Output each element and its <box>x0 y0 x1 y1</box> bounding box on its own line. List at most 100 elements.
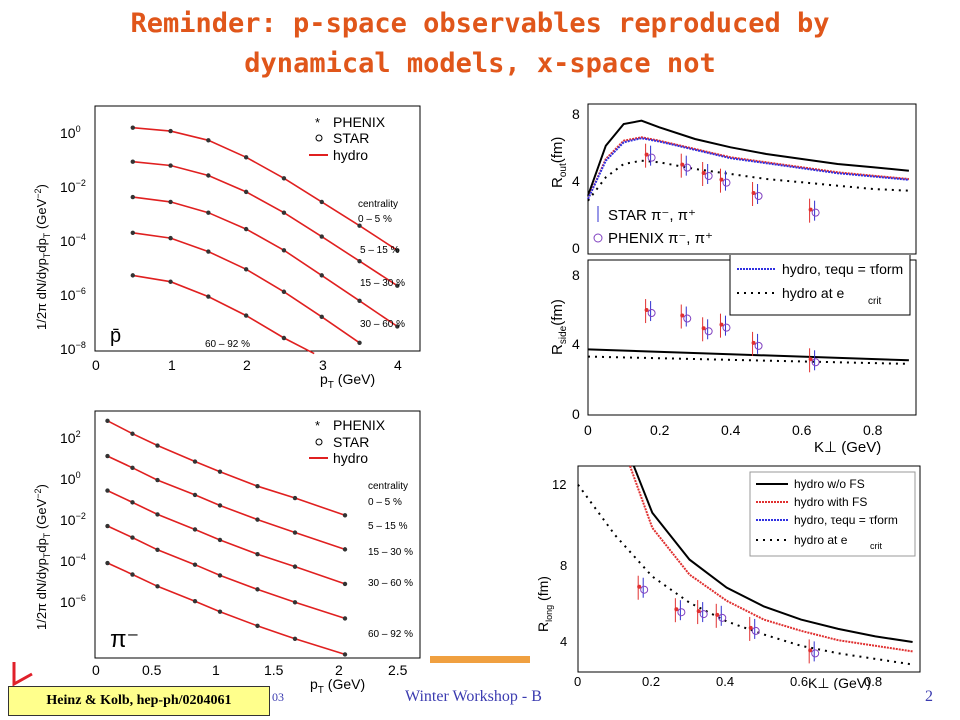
data-point <box>281 176 287 181</box>
data-point <box>292 530 298 535</box>
data-point <box>342 513 348 518</box>
y-tick-label: 10−4 <box>60 552 86 569</box>
legend-label-wofs: hydro w/o FS <box>794 477 865 491</box>
rside-marks <box>587 299 909 373</box>
data-point <box>357 298 362 303</box>
data-point <box>217 503 223 508</box>
data-point <box>719 322 724 327</box>
data-point <box>751 191 756 195</box>
data-point <box>342 616 348 621</box>
data-point <box>130 194 135 200</box>
decorative-bar <box>430 656 530 663</box>
data-legend-box <box>592 200 732 252</box>
legend-label-tauequ: hydro, τequ = τform <box>782 261 903 277</box>
data-point <box>217 573 223 578</box>
data-point <box>292 564 298 569</box>
hydro-curve-1 <box>132 160 398 287</box>
data-point <box>342 581 348 587</box>
data-point <box>255 484 260 489</box>
model-curve-2 <box>577 484 913 666</box>
data-point <box>168 235 173 241</box>
data-point <box>647 309 656 318</box>
y-axis-label: Rlong (fm) <box>535 576 554 632</box>
x-tick-label: 0.5 <box>142 662 162 678</box>
data-point <box>105 418 110 424</box>
footer-left: 03 <box>272 690 284 704</box>
data-point <box>281 335 287 341</box>
y-tick-label: 10−2 <box>60 511 86 528</box>
data-point <box>683 314 692 323</box>
data-point <box>715 612 720 617</box>
data-point <box>292 495 298 501</box>
data-point <box>130 465 135 471</box>
model-curve-1 <box>587 355 909 365</box>
x-axis-label: K⊥ (GeV) <box>814 439 881 456</box>
data-point <box>701 326 706 331</box>
legend-phenix-marker: * <box>315 418 320 433</box>
particle-label: p̄ <box>110 325 121 347</box>
footer-center: Winter Workshop - B <box>405 688 542 705</box>
data-point <box>722 178 731 187</box>
data-point <box>319 199 324 205</box>
data-point <box>719 177 724 182</box>
logo-icon <box>12 662 33 686</box>
centrality-label-3: 30 – 60 % <box>360 319 405 330</box>
data-point <box>808 648 813 653</box>
data-point <box>811 358 820 367</box>
data-point <box>243 313 249 318</box>
rlong-legend-box <box>749 471 916 557</box>
legend-star: STAR <box>333 434 369 450</box>
rlong-marks <box>577 465 913 666</box>
data-point <box>395 248 400 253</box>
data-point <box>357 258 362 264</box>
data-point <box>748 625 753 630</box>
data-point <box>130 500 135 505</box>
data-point <box>674 607 679 612</box>
x-tick-label: 2 <box>243 357 251 373</box>
legend-hydro: hydro <box>333 147 368 163</box>
y-axis-label: Rside(fm) <box>549 299 569 355</box>
data-point <box>696 609 701 614</box>
y-tick-label: 0 <box>572 406 580 422</box>
plot-frame <box>94 105 421 352</box>
data-point <box>217 609 223 614</box>
data-point <box>342 547 348 552</box>
data-point <box>105 560 110 566</box>
y-tick-label: 10−8 <box>60 340 86 357</box>
data-point <box>357 223 362 228</box>
data-point <box>243 226 249 232</box>
data-point <box>130 431 135 436</box>
centrality-label-2: 15 – 30 % <box>360 278 405 289</box>
legend-phenix: PHENIX <box>333 114 386 130</box>
data-point <box>255 623 260 629</box>
y-tick-label: 12 <box>552 477 566 492</box>
rside-chart: 8 4 0 0 0.2 0.4 0.6 0.8 K⊥ (GeV) Rside(f… <box>549 255 917 456</box>
centrality-label-1: 5 – 15 % <box>368 521 408 532</box>
data-point <box>168 128 173 134</box>
y-axis-label: 1/2π dN/dypTdpT (GeV−2) <box>33 484 52 630</box>
y-tick-label: 10−4 <box>60 232 86 249</box>
model-curve-1 <box>629 465 913 653</box>
data-point <box>105 453 110 459</box>
slide-title: Reminder: p-space observables reproduced… <box>0 4 960 84</box>
data-point <box>701 171 706 175</box>
rout-marks <box>587 119 909 223</box>
data-point <box>243 189 249 195</box>
data-point <box>192 527 198 532</box>
model-legend: hydro w/o FS hydro with FS hydro, τequ =… <box>729 255 911 316</box>
data-point <box>395 324 400 329</box>
data-point <box>130 159 135 164</box>
data-point <box>168 279 173 284</box>
data-point <box>206 294 211 299</box>
data-point <box>206 173 211 178</box>
data-point <box>192 562 198 567</box>
slide-title-line-2: dynamical models, x-space not <box>244 48 716 79</box>
data-point <box>395 283 400 288</box>
data-point <box>255 517 260 522</box>
data-point <box>722 323 731 332</box>
data-point <box>130 535 135 540</box>
data-point <box>704 327 713 336</box>
centrality-label-0: 0 – 5 % <box>358 214 392 225</box>
data-point <box>168 199 173 205</box>
centrality-label-4: 60 – 92 % <box>205 339 250 350</box>
